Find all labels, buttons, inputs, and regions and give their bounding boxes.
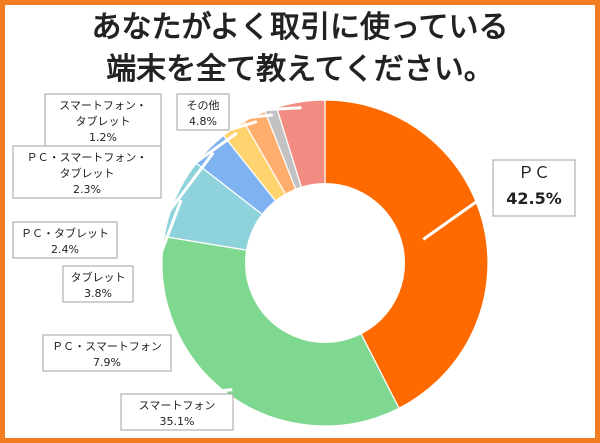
data-label--: 7.9% [93,356,121,369]
category-label--: その他 [187,99,220,112]
category-label---0: スマートフォン・ [59,99,147,112]
category-label---1: タブレット [60,166,115,180]
callout-box-- [62,265,134,303]
data-label--: 2.3% [73,183,101,196]
category-label--: タブレット [71,270,126,284]
callout-box-- [120,393,234,431]
leader-line-inner-- [423,189,494,240]
data-label--: 1.2% [89,131,117,144]
data-label--: 4.8% [189,115,217,128]
category-label--: ＰＣ [518,163,550,182]
category-label--: ＰＣ・タブレット [21,226,109,240]
callout-box-- [42,334,172,372]
category-label--: スマートフォン [139,399,216,412]
data-label--: 2.4% [51,243,79,256]
chart-title-line-2: 端末を全て教えてください。 [106,52,494,87]
callout-box-- [176,93,230,131]
callout-box-- [12,145,162,199]
callout-box-- [492,159,576,217]
leader-line-inner-- [127,152,214,267]
leader-line-inner-- [103,132,238,229]
data-label--: 42.5% [506,189,562,208]
chart-title-line-1: あなたがよく取引に使っている [91,10,509,45]
callout-box-- [44,93,162,147]
data-label--: 3.8% [84,287,112,300]
donut-hole [245,183,405,343]
leader-line-inner-- [176,389,233,395]
leader-line-inner-- [154,121,257,153]
category-label---1: タブレット [76,114,131,128]
category-label--: ＰＣ・スマートフォン [52,340,162,353]
leader-line-inner-- [221,107,302,113]
callout-box-- [12,221,118,259]
data-label--: 35.1% [160,415,195,428]
leader-line-inner-- [129,200,182,336]
category-label---0: ＰＣ・スマートフォン・ [27,151,148,164]
